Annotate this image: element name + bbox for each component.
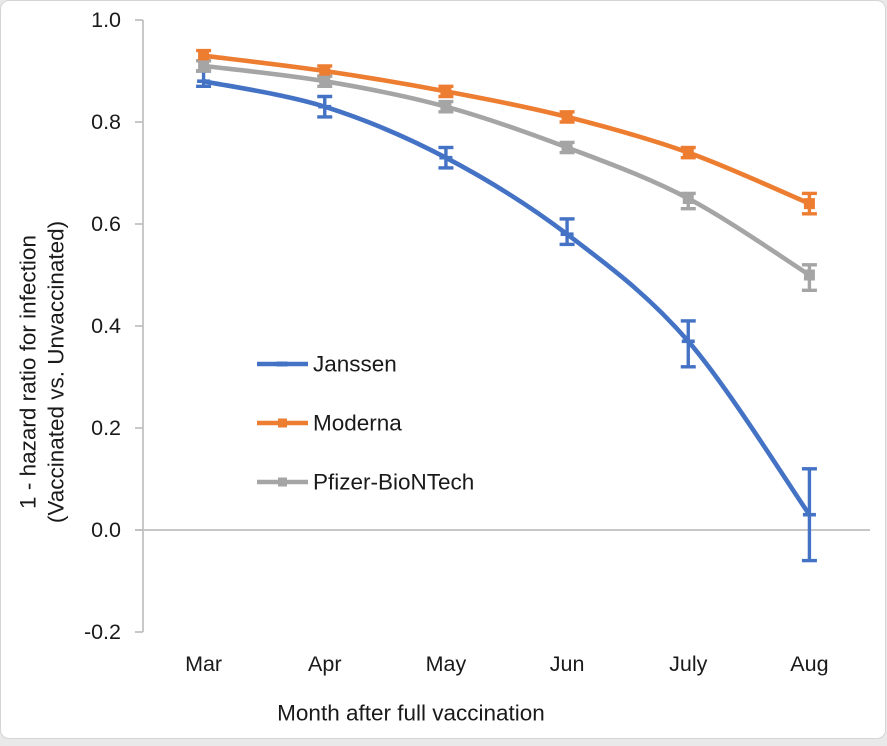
legend-item-moderna: Moderna xyxy=(257,411,402,436)
x-axis-labels: Mar Apr May Jun July Aug xyxy=(185,652,828,676)
x-axis-title: Month after full vaccination xyxy=(277,701,545,726)
marker-square xyxy=(198,60,210,72)
marker-square xyxy=(561,142,573,153)
marker-square xyxy=(803,198,815,210)
x-tick-label: Apr xyxy=(308,652,341,676)
series-line-moderna xyxy=(201,53,812,206)
legend-marker-square xyxy=(278,477,287,487)
y-tick-label: 0.8 xyxy=(91,110,121,134)
marker-square xyxy=(561,111,573,123)
legend-marker-dash xyxy=(276,361,288,367)
y-tick-label: 0.0 xyxy=(91,518,121,542)
legend-label: Moderna xyxy=(313,411,402,436)
y-axis-title-line1: 1 - hazard ratio for infection xyxy=(16,235,41,509)
y-axis-ticks: 1.0 0.8 0.6 0.4 0.2 0.0 -0.2 xyxy=(84,8,143,644)
marker-dash xyxy=(560,232,574,236)
y-axis-title: 1 - hazard ratio for infection (Vaccinate… xyxy=(16,221,69,523)
error-bars-janssen xyxy=(196,69,817,563)
series-line-janssen xyxy=(201,78,812,517)
marker-dash xyxy=(318,104,332,109)
series-line-pfizer-biontech xyxy=(201,63,812,278)
marker-square xyxy=(319,65,331,77)
marker-dash xyxy=(197,79,211,83)
legend-label: Janssen xyxy=(313,352,397,377)
y-tick-label: -0.2 xyxy=(84,620,121,644)
marker-square xyxy=(440,101,452,113)
legend-label: Pfizer-BioNTech xyxy=(313,470,474,495)
marker-square xyxy=(682,147,694,159)
marker-square xyxy=(682,193,694,204)
x-tick-label: Jun xyxy=(550,652,585,676)
marker-dash xyxy=(681,339,695,344)
legend-marker-square xyxy=(278,418,287,428)
y-axis-title-line2: (Vaccinated vs. Unvaccinated) xyxy=(44,221,69,523)
series-markers-pfizer-biontech xyxy=(198,60,815,281)
x-tick-label: July xyxy=(669,652,707,676)
y-tick-label: 0.4 xyxy=(91,314,121,338)
marker-dash xyxy=(439,155,453,160)
marker-square xyxy=(440,85,452,97)
x-tick-label: May xyxy=(426,652,467,676)
marker-square xyxy=(198,50,210,62)
y-tick-label: 1.0 xyxy=(91,8,121,32)
marker-square xyxy=(803,269,815,281)
marker-dash xyxy=(802,512,816,517)
y-tick-label: 0.6 xyxy=(91,212,121,236)
y-tick-label: 0.2 xyxy=(91,416,121,440)
marker-square xyxy=(319,75,331,87)
x-tick-label: Mar xyxy=(185,652,222,676)
series-markers-moderna xyxy=(198,50,815,210)
x-tick-label: Aug xyxy=(790,652,828,676)
legend-item-pfizer-biontech: Pfizer-BioNTech xyxy=(257,470,474,495)
series-markers-janssen xyxy=(197,79,816,517)
legend-item-janssen: Janssen xyxy=(257,352,397,377)
legend: Janssen Moderna Pfizer-BioNTech xyxy=(257,352,474,495)
